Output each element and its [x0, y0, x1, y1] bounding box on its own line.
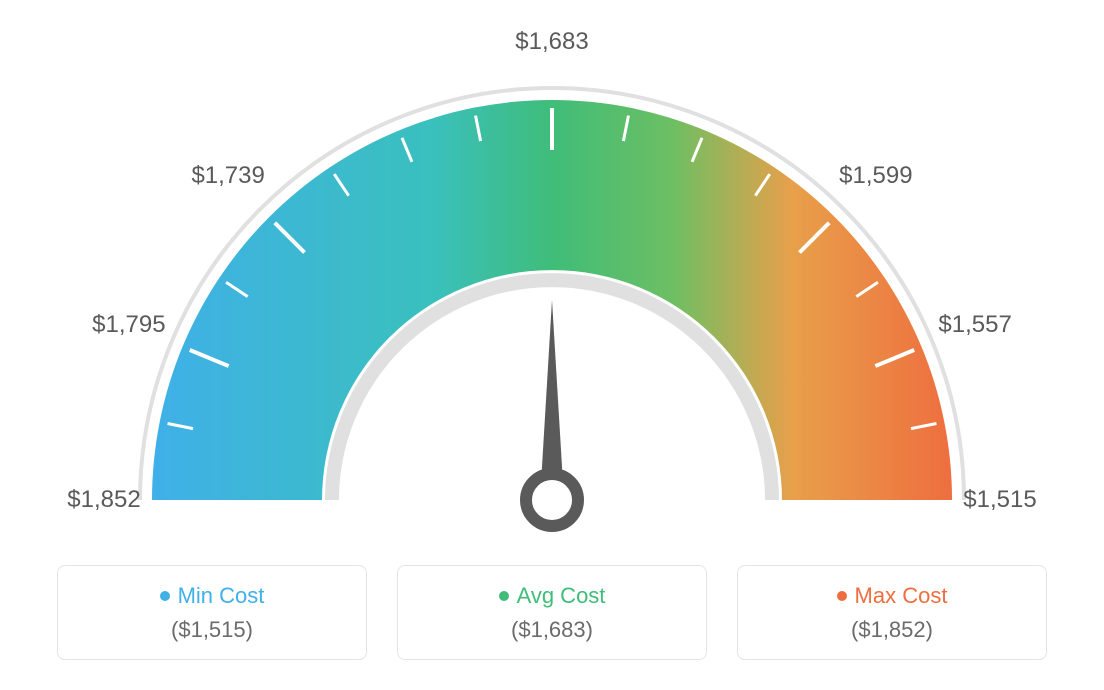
gauge-tick-label: $1,795 — [92, 311, 165, 339]
gauge-svg — [52, 30, 1052, 560]
legend-dot-avg — [499, 591, 509, 601]
legend-value-min: ($1,515) — [171, 617, 253, 643]
legend-value-max: ($1,852) — [851, 617, 933, 643]
legend-label-max: Max Cost — [855, 583, 948, 609]
legend-row: Min Cost ($1,515) Avg Cost ($1,683) Max … — [57, 565, 1047, 660]
gauge-tick-label: $1,515 — [963, 486, 1036, 514]
legend-card-max: Max Cost ($1,852) — [737, 565, 1047, 660]
legend-card-avg: Avg Cost ($1,683) — [397, 565, 707, 660]
legend-value-avg: ($1,683) — [511, 617, 593, 643]
gauge-tick-label: $1,852 — [67, 486, 140, 514]
legend-card-min: Min Cost ($1,515) — [57, 565, 367, 660]
gauge-tick-label: $1,599 — [839, 162, 912, 190]
gauge-tick-label: $1,557 — [938, 311, 1011, 339]
gauge-tick-label: $1,683 — [515, 28, 588, 56]
legend-label-avg: Avg Cost — [517, 583, 606, 609]
legend-label-min: Min Cost — [178, 583, 265, 609]
gauge-tick-label: $1,739 — [191, 162, 264, 190]
legend-dot-min — [160, 591, 170, 601]
gauge-chart: $1,515 $1,557 $1,599 $1,683 $1,739 $1,795 $1,8… — [52, 30, 1052, 560]
legend-dot-max — [837, 591, 847, 601]
